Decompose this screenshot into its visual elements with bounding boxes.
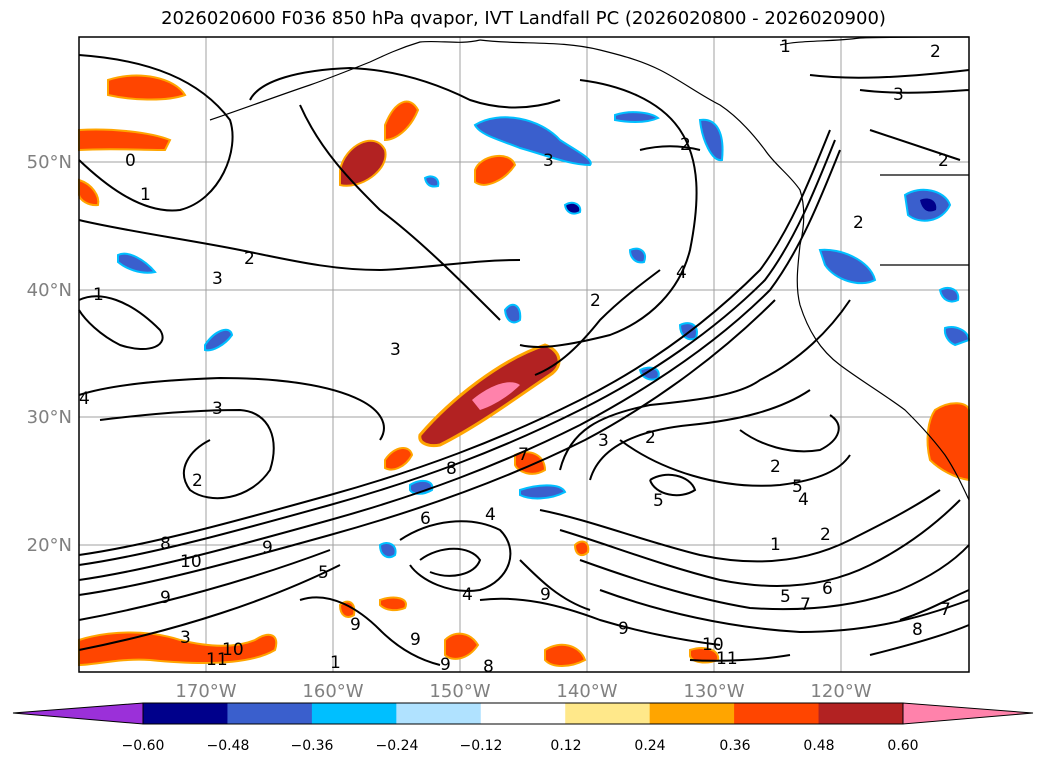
contour-labels: 0 1 1 2 3 3 2 4 3 3 3 2 8 10 9 9 10 11 9… <box>79 37 951 677</box>
contour-label: 4 <box>798 490 809 510</box>
contour-label: 8 <box>160 534 171 554</box>
contour-label: 5 <box>780 587 791 607</box>
contour-label: 11 <box>716 649 738 669</box>
contour-label: 2 <box>938 151 949 171</box>
colorbar-cell <box>565 703 651 724</box>
contour-label: 6 <box>822 579 833 599</box>
contour-label: 2 <box>820 525 831 545</box>
contour-label: 2 <box>192 471 203 491</box>
contour-label: 0 <box>125 151 136 171</box>
colorbar-tick: −0.48 <box>207 738 250 754</box>
colorbar-tick: 0.48 <box>803 738 834 754</box>
lon-label-130w: 130°W <box>683 681 744 702</box>
latitude-labels: 50°N 40°N 30°N 20°N <box>27 152 72 556</box>
contour-label: 2 <box>645 428 656 448</box>
contour-label: 1 <box>330 653 341 673</box>
colorbar-extend-left <box>12 702 144 725</box>
colorbar-cell <box>143 703 228 724</box>
contour-label: 9 <box>350 615 361 635</box>
colorbar-cell <box>818 703 904 724</box>
ivt-contours <box>78 54 970 666</box>
colorbar-cell <box>311 703 397 724</box>
colorbar-tick: −0.60 <box>122 738 165 754</box>
contour-label: 5 <box>792 477 803 497</box>
contour-label: 7 <box>940 600 951 620</box>
contour-label: 1 <box>93 285 104 305</box>
contour-label: 2 <box>680 135 691 155</box>
colorbar-ticks: −0.60 −0.48 −0.36 −0.24 −0.12 0.12 0.24 … <box>122 738 919 754</box>
colorbar-cell <box>227 703 313 724</box>
colorbar-tick: 0.24 <box>634 738 665 754</box>
contour-label: 9 <box>440 655 451 675</box>
colorbar-tick: 0.36 <box>719 738 750 754</box>
lon-label-120w: 120°W <box>810 681 871 702</box>
lat-label-50n: 50°N <box>27 152 72 173</box>
contour-label: 3 <box>598 431 609 451</box>
colorbar-tick: −0.24 <box>376 738 419 754</box>
contour-label: 2 <box>770 457 781 477</box>
contour-label: 2 <box>244 249 255 269</box>
contour-label: 2 <box>853 213 864 233</box>
contour-label: 1 <box>770 535 781 555</box>
lon-label-160w: 160°W <box>302 681 363 702</box>
negative-anomaly-fill <box>117 111 971 559</box>
chart-title: 2026020600 F036 850 hPa qvapor, IVT Land… <box>161 8 886 29</box>
contour-label: 6 <box>420 509 431 529</box>
contour-label: 4 <box>485 505 496 525</box>
colorbar-cell <box>396 703 482 724</box>
colorbar: −0.60 −0.48 −0.36 −0.24 −0.12 0.12 0.24 … <box>12 702 1034 754</box>
colorbar-cell <box>480 703 566 724</box>
contour-label: 8 <box>912 620 923 640</box>
contour-label: 9 <box>410 630 421 650</box>
contour-label: 7 <box>518 445 529 465</box>
colorbar-tick: −0.12 <box>460 738 503 754</box>
contour-label: 3 <box>212 399 223 419</box>
lon-label-140w: 140°W <box>556 681 617 702</box>
contour-label: 9 <box>160 588 171 608</box>
contour-label: 7 <box>800 595 811 615</box>
contour-label: 5 <box>653 491 664 511</box>
contour-label: 3 <box>212 269 223 289</box>
contour-label: 10 <box>180 552 202 572</box>
contour-label: 8 <box>483 657 494 677</box>
colorbar-cell <box>649 703 735 724</box>
contour-label: 1 <box>140 185 151 205</box>
contour-label: 9 <box>618 619 629 639</box>
contour-label: 3 <box>390 340 401 360</box>
colorbar-tick: 0.12 <box>550 738 581 754</box>
lon-label-170w: 170°W <box>175 681 236 702</box>
contour-label: 5 <box>318 563 329 583</box>
positive-anomaly-fill <box>78 74 970 667</box>
contour-label: 8 <box>446 459 457 479</box>
contour-label: 1 <box>780 37 791 57</box>
colorbar-tick: −0.36 <box>291 738 334 754</box>
contour-label: 3 <box>180 628 191 648</box>
map-frame <box>78 36 970 673</box>
colorbar-tick: 0.60 <box>887 738 918 754</box>
longitude-labels: 170°W 160°W 150°W 140°W 130°W 120°W <box>175 681 871 702</box>
contour-label: 10 <box>702 635 724 655</box>
contour-label: 10 <box>222 640 244 660</box>
contour-label: 2 <box>590 291 601 311</box>
contour-label: 3 <box>543 151 554 171</box>
contour-label: 3 <box>893 85 904 105</box>
contour-label: 2 <box>930 42 941 62</box>
lat-label-40n: 40°N <box>27 280 72 301</box>
contour-label: 9 <box>540 585 551 605</box>
lon-label-150w: 150°W <box>429 681 490 702</box>
lat-label-20n: 20°N <box>27 535 72 556</box>
contour-label: 4 <box>462 585 473 605</box>
colorbar-cell <box>734 703 820 724</box>
colorbar-extend-right <box>902 702 1034 725</box>
contour-label: 9 <box>262 538 273 558</box>
colorbar-outline <box>142 702 904 725</box>
contour-label: 11 <box>206 650 228 670</box>
contour-label: 4 <box>79 389 90 409</box>
contour-label: 4 <box>676 263 687 283</box>
lat-label-30n: 30°N <box>27 407 72 428</box>
